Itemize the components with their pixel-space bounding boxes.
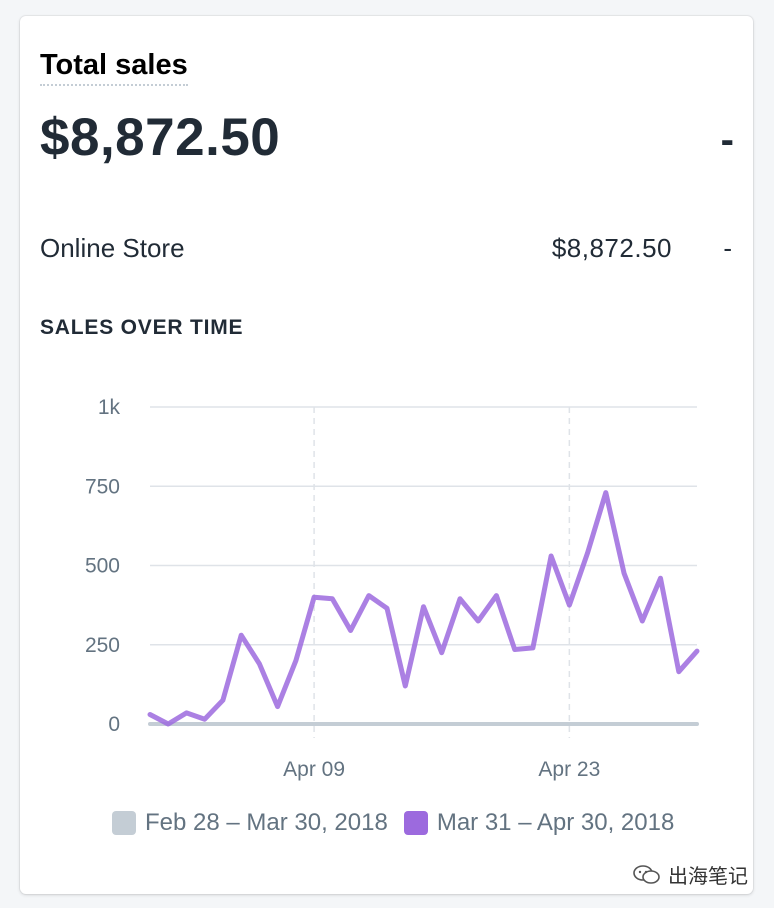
legend-item-previous-period[interactable]: Feb 28 – Mar 30, 2018 (112, 809, 388, 837)
y-tick-label: 1k (98, 396, 121, 419)
x-tick-label: Apr 09 (283, 758, 345, 781)
channel-value-online-store: $8,872.50 (551, 233, 672, 263)
watermark-text: 出海笔记 (668, 866, 748, 888)
card-title[interactable]: Total sales (40, 48, 188, 86)
total-sales-value: $8,872.50 (40, 108, 281, 167)
y-tick-label: 750 (85, 475, 120, 498)
legend-swatch-previous-period (112, 811, 136, 835)
y-tick-label: 250 (85, 634, 120, 657)
x-tick-label: Apr 23 (538, 758, 600, 781)
watermark: 出海笔记 (632, 860, 748, 889)
legend-item-current-period[interactable]: Mar 31 – Apr 30, 2018 (403, 809, 675, 837)
sales-over-time-heading: SALES OVER TIME (40, 316, 244, 339)
y-tick-label: 0 (108, 713, 120, 736)
series-line-current-period (147, 490, 700, 727)
chart-legend: Feb 28 – Mar 30, 2018 Mar 31 – Apr 30, 2… (112, 808, 690, 838)
legend-label-current-period: Mar 31 – Apr 30, 2018 (436, 809, 675, 836)
legend-label-previous-period: Feb 28 – Mar 30, 2018 (145, 809, 388, 836)
legend-swatch-current-period (403, 811, 428, 835)
wechat-icon (633, 864, 660, 884)
total-sales-change: - (720, 118, 734, 162)
channel-change-online-store: - (723, 233, 732, 263)
total-sales-card (20, 16, 753, 894)
y-tick-label: 500 (85, 555, 120, 578)
channel-label-online-store: Online Store (40, 233, 185, 263)
